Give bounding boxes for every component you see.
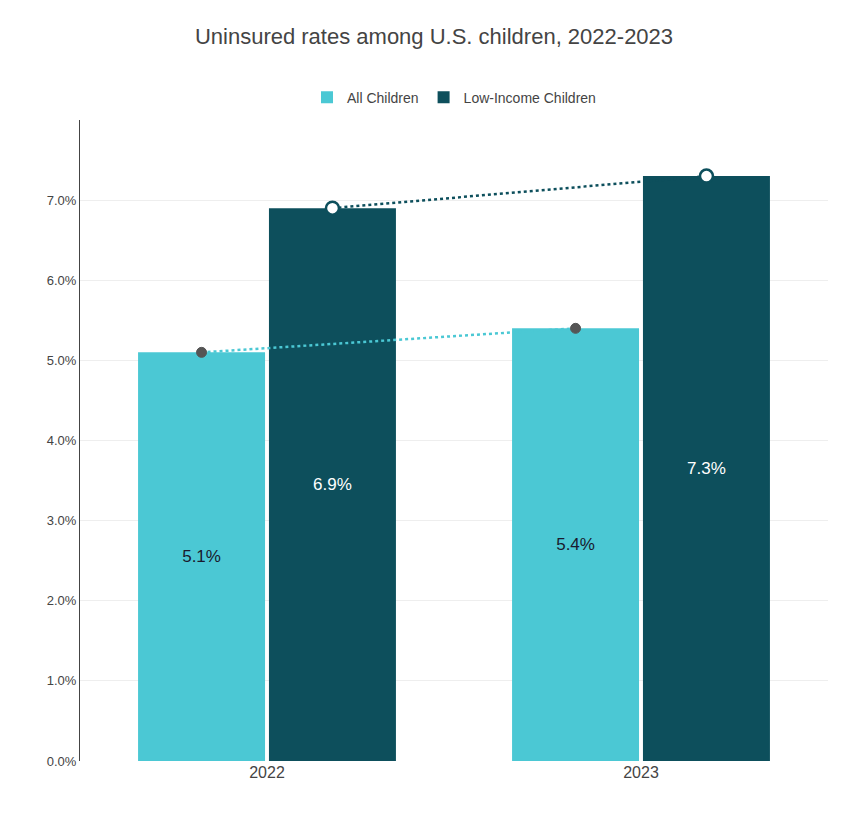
svg-text:Uninsured rates among U.S. chi: Uninsured rates among U.S. children, 202…	[195, 24, 673, 49]
svg-text:0.0%: 0.0%	[47, 754, 77, 769]
svg-text:6.0%: 6.0%	[47, 273, 77, 288]
svg-text:2.0%: 2.0%	[47, 593, 77, 608]
svg-text:3.0%: 3.0%	[47, 513, 77, 528]
svg-text:All Children: All Children	[347, 90, 419, 106]
svg-text:5.4%: 5.4%	[556, 535, 595, 554]
svg-text:Low-Income Children: Low-Income Children	[464, 90, 596, 106]
svg-text:5.1%: 5.1%	[182, 547, 221, 566]
svg-text:4.0%: 4.0%	[47, 433, 77, 448]
svg-text:7.3%: 7.3%	[687, 459, 726, 478]
svg-text:1.0%: 1.0%	[47, 673, 77, 688]
svg-text:5.0%: 5.0%	[47, 353, 77, 368]
svg-text:2023: 2023	[623, 764, 659, 781]
svg-text:6.9%: 6.9%	[313, 475, 352, 494]
svg-text:7.0%: 7.0%	[47, 193, 77, 208]
svg-text:2022: 2022	[249, 764, 285, 781]
